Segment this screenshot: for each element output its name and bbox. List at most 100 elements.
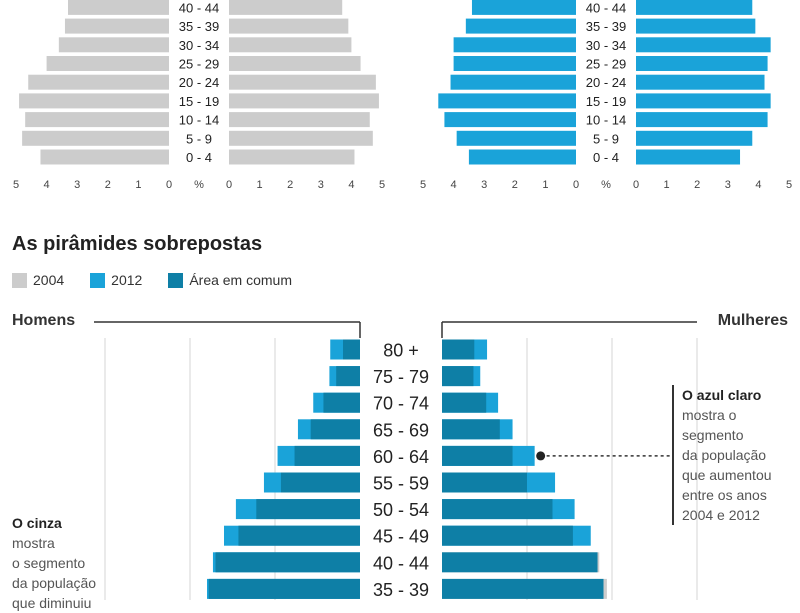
- top2012-bar-men: [450, 74, 576, 90]
- men-bar-common: [280, 472, 360, 493]
- top2012-age-label: 15 - 19: [586, 94, 626, 109]
- section-title: As pirâmides sobrepostas: [12, 233, 263, 255]
- top2004-bar-women: [229, 130, 373, 146]
- legend-label-2004: 2004: [33, 272, 65, 288]
- legend: 2004 2012 Área em comum: [12, 272, 318, 288]
- men-label: Homens: [12, 312, 76, 329]
- men-bar-common: [343, 339, 360, 360]
- age-group-label: 55 - 59: [373, 474, 429, 494]
- top2012-age-label: 30 - 34: [586, 38, 626, 53]
- annotation-light-blue: O azul claro mostra o segmento da popula…: [672, 385, 772, 525]
- top2004-bar-women: [229, 149, 355, 165]
- women-bar-common: [442, 339, 475, 360]
- men-bar-common: [336, 366, 360, 387]
- top2012-tick-label: 5: [420, 179, 426, 191]
- top2012-age-label: 5 - 9: [593, 131, 619, 146]
- annotation-line: da população: [12, 575, 97, 591]
- top2004-age-label: 35 - 39: [179, 19, 219, 34]
- men-bar-common: [294, 445, 360, 466]
- age-group-label: 50 - 54: [373, 500, 429, 520]
- women-bar-common: [442, 445, 513, 466]
- top2012-tick-label: 4: [755, 179, 761, 191]
- women-bar-common: [442, 499, 553, 520]
- top2004-age-label: 15 - 19: [179, 94, 219, 109]
- top2012-bar-women: [636, 18, 756, 34]
- annotation-line: 2004 e 2012: [682, 507, 760, 523]
- top2004-tick-label: 0: [226, 179, 232, 191]
- top2004-bar-men: [22, 130, 170, 146]
- legend-item-2012: 2012: [90, 272, 142, 288]
- top2012-bar-men: [465, 18, 576, 34]
- age-group-label: 65 - 69: [373, 420, 429, 440]
- women-bar-common: [442, 472, 527, 493]
- annotation-line: o segmento: [12, 555, 86, 571]
- annotation-line: da população: [682, 447, 767, 463]
- top2012-age-label: 0 - 4: [593, 150, 619, 165]
- top2004-tick-label: 5: [379, 179, 385, 191]
- top2012-tick-label: 1: [664, 179, 670, 191]
- age-group-label: 40 - 44: [373, 553, 429, 573]
- top2012-tick-label: 2: [694, 179, 700, 191]
- top2012-tick-label: 0: [573, 179, 579, 191]
- men-bar-common: [215, 552, 360, 573]
- age-group-label: 80 +: [383, 341, 419, 361]
- top2012-age-label: 10 - 14: [586, 113, 626, 128]
- top2004-tick-label: 4: [44, 179, 50, 191]
- annotation-line: entre os anos: [682, 487, 767, 503]
- top2004-tick-label: 2: [287, 179, 293, 191]
- top2012-age-label: 35 - 39: [586, 19, 626, 34]
- age-group-label: 75 - 79: [373, 367, 429, 387]
- legend-swatch-common: [168, 272, 184, 288]
- annotation-gray-heading: O cinza: [12, 515, 62, 531]
- age-group-label: 45 - 49: [373, 527, 429, 547]
- age-group-label: 35 - 39: [373, 580, 429, 600]
- men-bar-common: [238, 525, 360, 546]
- top2004-bar-men: [64, 18, 169, 34]
- top2004-bar-women: [229, 112, 370, 128]
- top2012-tick-label: 0: [633, 179, 639, 191]
- age-group-label: 70 - 74: [373, 394, 429, 414]
- top2012-bar-men: [453, 37, 576, 53]
- top2012-bar-women: [636, 93, 771, 109]
- top2004-bar-men: [58, 37, 170, 53]
- top2004-tick-label: 2: [105, 179, 111, 191]
- top2004-age-label: 0 - 4: [186, 150, 212, 165]
- top2004-bar-men: [68, 0, 169, 15]
- annotation-line: mostra: [12, 535, 55, 551]
- legend-label-2012: 2012: [111, 272, 143, 288]
- top2004-bar-women: [229, 93, 379, 109]
- top2012-tick-label: 3: [481, 179, 487, 191]
- top2012-bar-women: [636, 74, 765, 90]
- annotation-line: segmento: [682, 427, 744, 443]
- annotation-line: mostra o: [682, 407, 737, 423]
- top2004-age-label: 25 - 29: [179, 57, 219, 72]
- men-bar-common: [310, 419, 360, 440]
- top2004-unit-label: %: [194, 179, 204, 191]
- top2004-tick-label: 0: [166, 179, 172, 191]
- top2012-bar-men: [468, 149, 576, 165]
- top2004-age-label: 10 - 14: [179, 113, 219, 128]
- top2012-bar-men: [444, 112, 576, 128]
- top2012-bar-men: [453, 56, 576, 71]
- top2012-bar-women: [636, 37, 771, 53]
- women-bar-common: [442, 525, 573, 546]
- women-bar-common: [442, 419, 500, 440]
- top2004-bar-men: [40, 149, 170, 165]
- age-group-label: 60 - 64: [373, 447, 429, 467]
- legend-item-common: Área em comum: [168, 272, 292, 288]
- annotation-gray: O cinza mostra o segmento da população q…: [12, 513, 96, 613]
- top2004-bar-women: [229, 56, 361, 71]
- top2012-tick-label: 5: [786, 179, 792, 191]
- top2004-tick-label: 4: [348, 179, 354, 191]
- top2012-bar-women: [636, 130, 753, 146]
- top2012-age-label: 25 - 29: [586, 57, 626, 72]
- annotation-leader-dot: [536, 451, 546, 461]
- top2012-bar-men: [456, 130, 576, 146]
- women-label: Mulheres: [717, 312, 788, 329]
- top2012-bar-women: [636, 149, 741, 165]
- top2012-bar-men: [471, 0, 576, 15]
- top2004-age-label: 30 - 34: [179, 38, 219, 53]
- women-bar-common: [442, 552, 598, 573]
- annotation-light-blue-heading: O azul claro: [682, 387, 762, 403]
